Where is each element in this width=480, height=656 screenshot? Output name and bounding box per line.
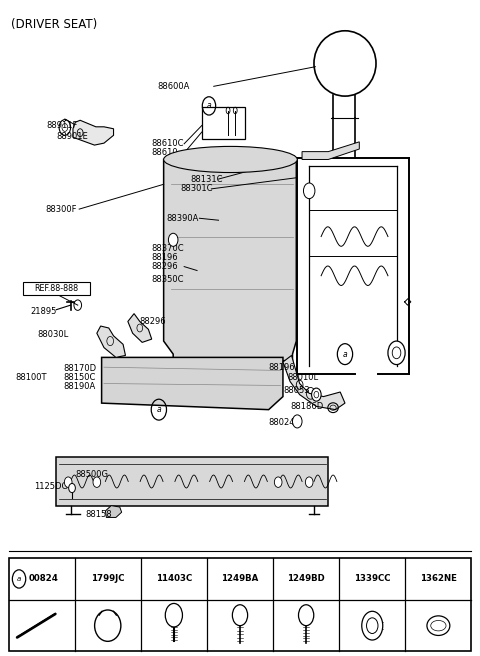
Circle shape: [299, 605, 314, 626]
Text: REF.88-888: REF.88-888: [34, 284, 78, 293]
Text: 88190A: 88190A: [63, 382, 96, 391]
Text: 88186D: 88186D: [290, 402, 324, 411]
Text: 00824: 00824: [29, 575, 59, 583]
Polygon shape: [97, 326, 125, 358]
Circle shape: [69, 483, 75, 493]
Text: 88131C: 88131C: [190, 174, 222, 184]
Polygon shape: [283, 356, 345, 409]
Polygon shape: [102, 358, 283, 409]
Polygon shape: [106, 506, 121, 518]
Circle shape: [388, 341, 405, 365]
Polygon shape: [164, 159, 296, 361]
Text: 88370C: 88370C: [152, 244, 184, 253]
Bar: [9, 558, 471, 651]
Text: 88196: 88196: [269, 363, 295, 372]
Text: 1249BA: 1249BA: [221, 575, 259, 583]
Circle shape: [93, 477, 101, 487]
Bar: [56, 457, 328, 506]
Text: 88296: 88296: [140, 317, 167, 326]
Text: 88901E: 88901E: [56, 132, 88, 141]
Text: 88024: 88024: [269, 418, 295, 426]
Text: 88196: 88196: [152, 253, 179, 262]
Text: 88500G: 88500G: [75, 470, 108, 480]
Circle shape: [168, 234, 178, 247]
Polygon shape: [302, 142, 360, 159]
Circle shape: [362, 611, 383, 640]
Circle shape: [165, 604, 182, 627]
Text: 88350C: 88350C: [152, 274, 184, 283]
Text: 88600A: 88600A: [157, 82, 190, 91]
Text: 88170D: 88170D: [63, 364, 96, 373]
Text: 1339CC: 1339CC: [354, 575, 391, 583]
Text: a: a: [17, 576, 21, 582]
Text: 1362NE: 1362NE: [420, 575, 457, 583]
Text: 88053: 88053: [283, 386, 310, 394]
Polygon shape: [128, 314, 152, 342]
Bar: [202, 107, 245, 138]
Text: a: a: [343, 350, 348, 359]
Text: a: a: [156, 405, 161, 414]
Text: 88300F: 88300F: [45, 205, 77, 214]
Text: 88390A: 88390A: [166, 214, 198, 223]
Text: 88296: 88296: [152, 262, 179, 271]
Text: 1249BD: 1249BD: [287, 575, 325, 583]
Circle shape: [275, 477, 282, 487]
Ellipse shape: [164, 146, 297, 173]
Text: 88100T: 88100T: [16, 373, 47, 382]
Text: 1125DG: 1125DG: [34, 482, 68, 491]
Circle shape: [64, 477, 72, 487]
Text: 88911F: 88911F: [47, 121, 78, 130]
Text: 11403C: 11403C: [156, 575, 192, 583]
Text: 88158: 88158: [85, 510, 111, 519]
Circle shape: [292, 415, 302, 428]
Text: 88010L: 88010L: [288, 373, 319, 382]
Text: 21895: 21895: [30, 307, 56, 316]
Circle shape: [232, 605, 248, 626]
FancyBboxPatch shape: [24, 282, 90, 295]
Text: 88610: 88610: [152, 148, 179, 157]
Circle shape: [303, 183, 315, 199]
Text: 88301C: 88301C: [180, 184, 213, 194]
Polygon shape: [73, 120, 114, 145]
Circle shape: [305, 477, 313, 487]
Text: 88610C: 88610C: [152, 139, 184, 148]
Circle shape: [312, 388, 321, 401]
Text: 88150C: 88150C: [63, 373, 96, 382]
Text: a: a: [207, 102, 211, 110]
Text: (DRIVER SEAT): (DRIVER SEAT): [11, 18, 97, 31]
Text: 88030L: 88030L: [37, 330, 69, 339]
Text: 1799JC: 1799JC: [91, 575, 124, 583]
